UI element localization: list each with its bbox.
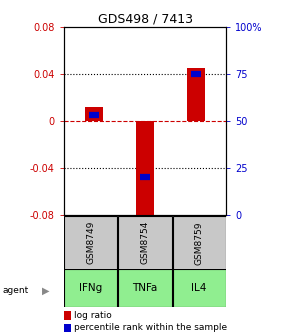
Bar — [118, 216, 172, 270]
Text: IL4: IL4 — [191, 283, 207, 293]
Text: ▶: ▶ — [42, 286, 50, 296]
Title: GDS498 / 7413: GDS498 / 7413 — [97, 13, 193, 26]
Text: agent: agent — [3, 286, 29, 295]
Text: percentile rank within the sample: percentile rank within the sample — [74, 324, 227, 332]
Bar — [64, 269, 117, 307]
Bar — [64, 216, 117, 270]
Bar — [187, 68, 205, 121]
Text: log ratio: log ratio — [74, 311, 112, 320]
Bar — [173, 269, 226, 307]
Text: IFNg: IFNg — [79, 283, 102, 293]
Text: GSM8759: GSM8759 — [195, 221, 204, 264]
Bar — [118, 269, 172, 307]
Text: TNFa: TNFa — [132, 283, 158, 293]
Text: GSM8754: GSM8754 — [140, 221, 150, 264]
Text: GSM8749: GSM8749 — [86, 221, 95, 264]
Bar — [173, 216, 226, 270]
Bar — [136, 121, 154, 221]
Bar — [85, 107, 103, 121]
